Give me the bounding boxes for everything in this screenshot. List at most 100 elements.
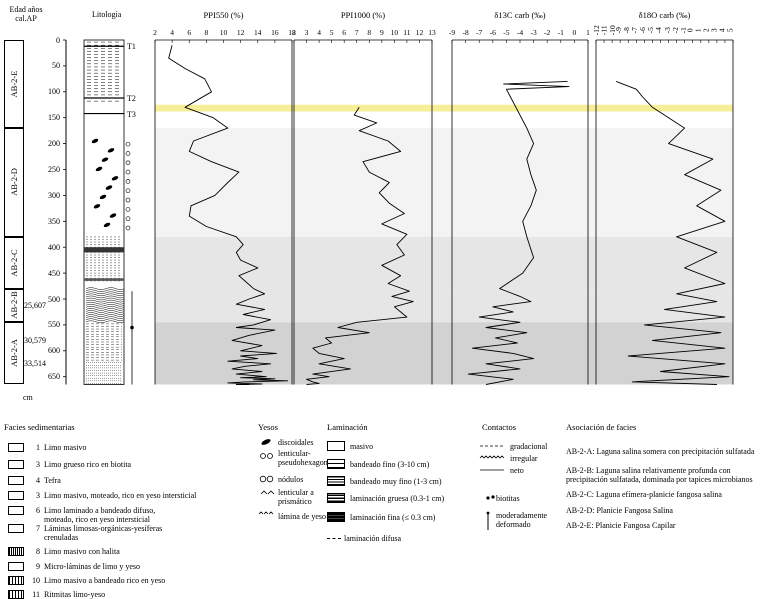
litho-frame: [83, 39, 125, 385]
age-header-line1: Edad años: [9, 5, 43, 14]
rhythmite: [85, 316, 125, 319]
litho-stipple: [118, 272, 120, 274]
facies-icon: [8, 491, 24, 500]
depth-tick-label: 50: [52, 61, 60, 71]
litho-stipple: [102, 236, 104, 238]
depth-tick-label: 150: [48, 113, 60, 123]
x-tick-label: -5: [503, 28, 510, 37]
litho-stipple: [102, 259, 104, 261]
x-tick-label: -3: [530, 28, 537, 37]
x-tick-label: 8: [204, 28, 209, 37]
litho-stipple: [118, 275, 120, 277]
litho-stipple: [94, 254, 96, 256]
facies-icon: [8, 547, 24, 556]
litho-stipple: [118, 259, 120, 261]
litho-stipple: [94, 267, 96, 269]
prismatic-symbol: [260, 490, 275, 495]
depth-tick-label: 200: [48, 139, 60, 149]
yesos-item: lámina de yeso: [278, 512, 326, 521]
x-tick-label: 5: [725, 28, 735, 33]
litho-stipple: [90, 264, 92, 266]
unit-box-ab-2-a: AB-2-A: [4, 322, 24, 385]
nodule-mark: [125, 160, 131, 166]
depth-tick-label: 250: [48, 165, 60, 174]
assoc-b-1: AB-2-B: Laguna salina relativamente prof…: [566, 466, 731, 475]
rhythmite: [85, 295, 125, 299]
litho-stipple: [118, 270, 120, 272]
x-tick-label: 8: [367, 28, 372, 37]
litho-stipple: [90, 238, 92, 240]
depth-tick-label: 550: [48, 320, 60, 330]
depth-tick-label: 600: [48, 346, 60, 356]
x-tick-label: -7: [476, 28, 483, 37]
facies-label: Limo masivo, moteado, rico en yeso inter…: [44, 491, 197, 500]
facies-icon: [8, 576, 24, 585]
litho-stipple: [86, 259, 88, 261]
litho-stipple: [102, 238, 104, 240]
litho-stipple: [86, 244, 88, 246]
facies-label: Micro-láminas de limo y yeso: [44, 562, 140, 571]
chart-title: PPI1000 (%): [340, 10, 386, 20]
litho-stipple: [118, 241, 120, 243]
gypsum-discoid: [99, 194, 107, 200]
gypsum-discoid: [95, 166, 103, 172]
facies-icon: [8, 524, 24, 533]
depth-tick-label: 450: [48, 268, 60, 278]
gypsum-discoid: [107, 148, 115, 153]
deform-label-2: deformado: [496, 520, 531, 529]
litho-stipple: [90, 259, 92, 261]
litho-stipple: [106, 236, 108, 238]
lamination-swatch: [327, 512, 345, 522]
x-tick-label: 10: [219, 28, 228, 37]
x-tick-label: 18: [288, 28, 296, 37]
data-series-line: [467, 80, 570, 385]
halite-band: [84, 247, 124, 253]
litho-stipple: [86, 275, 88, 277]
litho-stipple: [90, 267, 92, 269]
litho-stipple: [118, 236, 120, 238]
litho-stipple: [118, 238, 120, 240]
assoc-c: AB-2-C: Laguna efímera-planicie fangosa …: [566, 490, 722, 499]
depth-axis: [63, 39, 67, 385]
gypsum-lamina-symbol: [258, 511, 274, 515]
litho-stipple: [110, 259, 112, 261]
depth-tick-label: 500: [48, 294, 60, 304]
litho-stipple: [114, 272, 116, 274]
rhythmite: [85, 287, 125, 290]
facies-zone: [155, 322, 733, 385]
biotite-label: biotitas: [496, 494, 520, 503]
nodule-mark: [125, 169, 131, 175]
litho-stipple: [90, 270, 92, 272]
litho-stipple: [106, 272, 108, 274]
litho-stipple: [114, 257, 116, 259]
nodule-mark: [125, 179, 131, 184]
deformed-dot: [130, 325, 134, 330]
litho-stipple: [114, 238, 116, 240]
facies-legend-title: Facies sedimentarias: [4, 422, 75, 432]
rhythmite: [85, 310, 125, 313]
litho-stipple: [106, 244, 108, 246]
litho-stipple: [94, 257, 96, 259]
contact-gradacional: gradacional: [510, 442, 548, 451]
tephra-label: T3: [127, 109, 136, 119]
litho-stipple: [110, 270, 112, 272]
litho-stipple: [98, 262, 100, 264]
litho-stipple: [94, 264, 96, 266]
facies-label: Limo masivo con halita: [44, 547, 120, 556]
assoc-d: AB-2-D: Planicie Fangosa Salina: [566, 506, 673, 515]
x-tick-label: 6: [342, 28, 347, 37]
litho-stipple: [106, 257, 108, 259]
chart-title: PPI550 (%): [203, 10, 244, 20]
x-tick-label: 10: [390, 28, 399, 37]
litho-stipple: [102, 257, 104, 259]
litho-stipple: [118, 244, 120, 246]
discoid-symbol: [261, 439, 271, 445]
lamination-swatch: [327, 459, 345, 469]
lamination-swatch: [327, 493, 345, 503]
lamination-label: laminación fina (≤ 0.3 cm): [350, 513, 436, 522]
facies-icon: [8, 476, 24, 485]
nodule-mark: [125, 197, 131, 203]
litho-stipple: [98, 257, 100, 259]
rhythmite: [85, 293, 125, 297]
facies-zone: [155, 128, 733, 237]
